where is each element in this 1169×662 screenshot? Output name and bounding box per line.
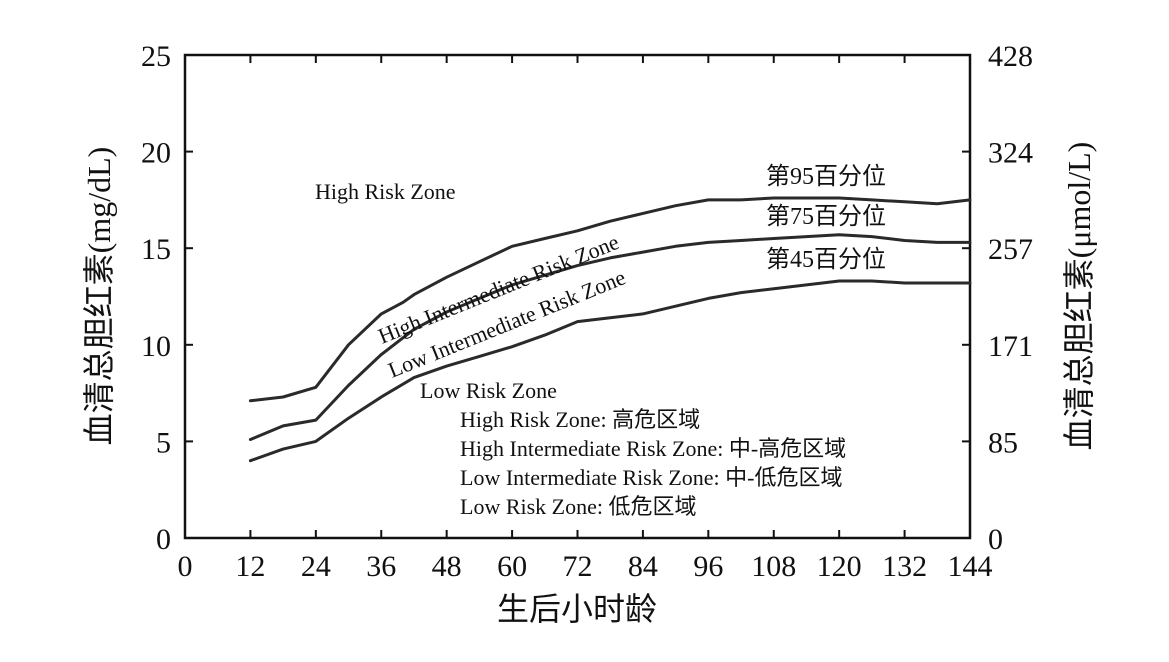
- x-tick-label: 36: [366, 550, 396, 583]
- y-left-tick-label: 10: [141, 330, 171, 363]
- y-right-tick-label: 0: [988, 523, 1003, 556]
- x-tick-label: 144: [948, 550, 993, 583]
- y-axis-right-ticks: 0 85 171 257 324 428: [962, 40, 1033, 556]
- x-tick-label: 96: [693, 550, 723, 583]
- series-label-p45: 第45百分位: [766, 246, 886, 273]
- series-label-p95: 第95百分位: [766, 163, 886, 190]
- y-right-tick-label: 428: [988, 40, 1033, 73]
- series-label-p75: 第75百分位: [766, 203, 886, 230]
- x-tick-label: 12: [235, 550, 265, 583]
- series-line-p95: [248, 196, 972, 403]
- x-tick-label: 108: [751, 550, 796, 583]
- x-tick-label: 72: [563, 550, 593, 583]
- y-axis-right-title: 血清总胆红素(μmol/L): [1061, 142, 1097, 451]
- y-axis-left-ticks: 0 5 10 15 20 25: [141, 40, 193, 556]
- legend-line-4: Low Risk Zone: 低危区域: [460, 494, 697, 519]
- legend-line-1: High Risk Zone: 高危区域: [460, 407, 700, 432]
- y-left-tick-label: 20: [141, 137, 171, 170]
- series-line-p45: [248, 279, 972, 463]
- x-tick-label: 120: [817, 550, 862, 583]
- x-tick-label: 24: [301, 550, 331, 583]
- x-tick-label: 84: [628, 550, 658, 583]
- y-left-tick-label: 15: [141, 233, 171, 266]
- legend-line-3: Low Intermediate Risk Zone: 中-低危区域: [460, 465, 842, 490]
- x-tick-label: 60: [497, 550, 527, 583]
- series-line-p75: [248, 233, 972, 441]
- zone-label-low: Low Risk Zone: [420, 378, 557, 403]
- y-axis-left-title: 血清总胆红素(mg/dL): [81, 147, 117, 446]
- y-left-tick-label: 0: [156, 523, 171, 556]
- x-tick-label: 48: [432, 550, 462, 583]
- y-right-tick-label: 171: [988, 330, 1033, 363]
- y-right-tick-label: 324: [988, 137, 1033, 170]
- x-tick-label: 0: [178, 550, 193, 583]
- y-left-tick-label: 5: [156, 426, 171, 459]
- x-axis-title: 生后小时龄: [497, 591, 657, 627]
- x-axis-ticks: 0 12 24 36 48 60 72 84 96 108 120 132 144: [178, 55, 993, 583]
- x-tick-label: 132: [882, 550, 927, 583]
- y-right-tick-label: 85: [988, 426, 1018, 459]
- y-right-tick-label: 257: [988, 233, 1033, 266]
- zone-label-high: High Risk Zone: [315, 179, 456, 204]
- percentile-curves: [248, 196, 972, 463]
- legend-line-2: High Intermediate Risk Zone: 中-高危区域: [460, 436, 846, 461]
- y-left-tick-label: 25: [141, 40, 171, 73]
